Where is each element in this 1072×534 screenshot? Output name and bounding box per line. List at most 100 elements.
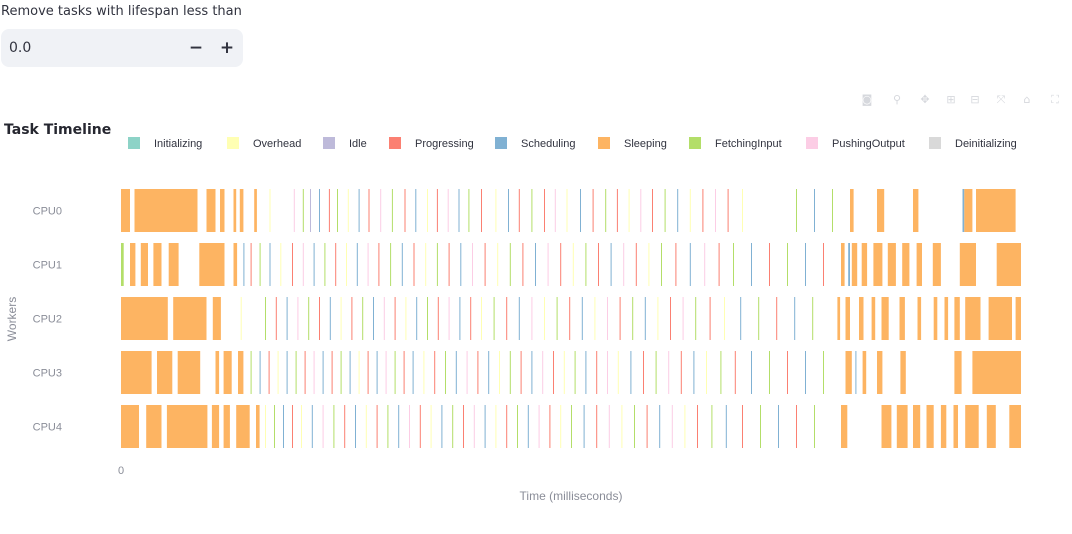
task-bar[interactable] <box>805 243 806 286</box>
task-bar[interactable] <box>996 243 1021 286</box>
task-bar[interactable] <box>274 405 275 448</box>
task-bar[interactable] <box>517 405 518 448</box>
task-bar[interactable] <box>572 243 574 286</box>
task-bar[interactable] <box>671 405 673 448</box>
task-bar[interactable] <box>940 405 947 448</box>
task-bar[interactable] <box>873 243 883 286</box>
task-bar[interactable] <box>841 243 845 286</box>
task-bar[interactable] <box>805 351 806 394</box>
task-bar[interactable] <box>347 189 349 232</box>
task-bar[interactable] <box>240 297 242 340</box>
task-bar[interactable] <box>823 243 824 286</box>
task-bar[interactable] <box>293 189 295 232</box>
task-bar[interactable] <box>689 189 691 232</box>
task-bar[interactable] <box>598 243 599 286</box>
task-bar[interactable] <box>322 351 324 394</box>
increment-button[interactable]: + <box>219 38 235 58</box>
task-bar[interactable] <box>394 351 396 394</box>
task-bar[interactable] <box>616 189 618 232</box>
task-bar[interactable] <box>506 405 508 448</box>
task-bar[interactable] <box>900 351 906 394</box>
task-bar[interactable] <box>211 405 220 448</box>
task-bar[interactable] <box>585 243 587 286</box>
task-bar[interactable] <box>859 297 864 340</box>
task-bar[interactable] <box>706 351 707 394</box>
task-bar[interactable] <box>436 189 438 232</box>
task-bar[interactable] <box>855 351 857 394</box>
task-bar[interactable] <box>313 243 315 286</box>
task-bar[interactable] <box>376 405 378 448</box>
task-bar[interactable] <box>140 243 148 286</box>
task-bar[interactable] <box>313 351 315 394</box>
task-bar[interactable] <box>415 189 417 232</box>
task-bar[interactable] <box>495 405 497 448</box>
task-bar[interactable] <box>470 297 472 340</box>
task-bar[interactable] <box>733 243 734 286</box>
task-bar[interactable] <box>682 297 684 340</box>
task-bar[interactable] <box>233 243 238 286</box>
task-bar[interactable] <box>378 243 380 286</box>
task-bar[interactable] <box>295 351 297 394</box>
task-bar[interactable] <box>553 351 554 394</box>
task-bar[interactable] <box>265 297 266 340</box>
task-bar[interactable] <box>794 297 796 340</box>
task-bar[interactable] <box>592 189 594 232</box>
task-bar[interactable] <box>362 297 364 340</box>
task-bar[interactable] <box>760 405 761 448</box>
task-bar[interactable] <box>340 351 342 394</box>
task-bar[interactable] <box>630 351 632 394</box>
task-bar[interactable] <box>1009 405 1021 448</box>
task-bar[interactable] <box>607 297 608 340</box>
task-bar[interactable] <box>324 243 326 286</box>
task-bar[interactable] <box>220 189 225 232</box>
task-bar[interactable] <box>531 297 533 340</box>
task-bar[interactable] <box>286 351 288 394</box>
task-bar[interactable] <box>594 297 596 340</box>
task-bar[interactable] <box>740 297 742 340</box>
task-bar[interactable] <box>275 297 277 340</box>
task-bar[interactable] <box>734 351 736 394</box>
task-bar[interactable] <box>711 405 713 448</box>
task-bar[interactable] <box>769 243 770 286</box>
task-bar[interactable] <box>499 351 500 394</box>
task-bar[interactable] <box>648 243 650 286</box>
task-bar[interactable] <box>689 243 691 286</box>
task-bar[interactable] <box>484 243 486 286</box>
task-bar[interactable] <box>724 297 725 340</box>
task-bar[interactable] <box>268 351 270 394</box>
task-bar[interactable] <box>250 243 252 286</box>
task-bar[interactable] <box>509 351 511 394</box>
task-bar[interactable] <box>448 243 450 286</box>
task-bar[interactable] <box>404 189 406 232</box>
task-bar[interactable] <box>535 243 536 286</box>
task-bar[interactable] <box>544 297 545 340</box>
task-bar[interactable] <box>425 243 427 286</box>
legend-label-fetchinginput[interactable]: FetchingInput <box>715 138 782 150</box>
task-bar[interactable] <box>727 189 729 232</box>
task-bar[interactable] <box>832 189 833 232</box>
task-bar[interactable] <box>368 189 370 232</box>
task-bar[interactable] <box>848 243 850 286</box>
task-bar[interactable] <box>304 351 306 394</box>
task-bar[interactable] <box>199 243 225 286</box>
task-bar[interactable] <box>484 405 486 448</box>
task-bar[interactable] <box>509 243 511 286</box>
task-bar[interactable] <box>466 351 468 394</box>
task-bar[interactable] <box>845 297 851 340</box>
task-bar[interactable] <box>495 189 497 232</box>
legend-label-scheduling[interactable]: Scheduling <box>521 138 575 150</box>
task-bar[interactable] <box>236 405 250 448</box>
task-bar[interactable] <box>405 297 407 340</box>
legend-label-initializing[interactable]: Initializing <box>154 138 202 150</box>
task-bar[interactable] <box>841 405 848 448</box>
task-bar[interactable] <box>675 243 677 286</box>
task-bar[interactable] <box>520 351 522 394</box>
task-bar[interactable] <box>697 405 698 448</box>
task-bar[interactable] <box>954 351 962 394</box>
task-bar[interactable] <box>173 297 207 340</box>
legend-label-overhead[interactable]: Overhead <box>253 138 301 150</box>
task-bar[interactable] <box>390 243 392 286</box>
task-bar[interactable] <box>787 351 788 394</box>
task-bar[interactable] <box>387 405 389 448</box>
task-bar[interactable] <box>447 189 449 232</box>
